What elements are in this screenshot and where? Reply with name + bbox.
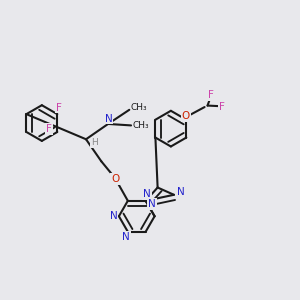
Text: N: N [122, 232, 130, 242]
Text: N: N [148, 199, 156, 209]
Text: N: N [143, 189, 151, 199]
Text: F: F [56, 103, 62, 113]
Text: F: F [46, 124, 52, 134]
Text: O: O [111, 174, 119, 184]
Text: CH₃: CH₃ [131, 103, 147, 112]
Text: N: N [105, 114, 112, 124]
Text: H: H [91, 138, 98, 147]
Text: N: N [110, 211, 118, 221]
Text: CH₃: CH₃ [133, 121, 149, 130]
Text: F: F [208, 90, 213, 100]
Text: N: N [176, 187, 184, 197]
Text: O: O [182, 111, 190, 121]
Text: F: F [219, 102, 225, 112]
